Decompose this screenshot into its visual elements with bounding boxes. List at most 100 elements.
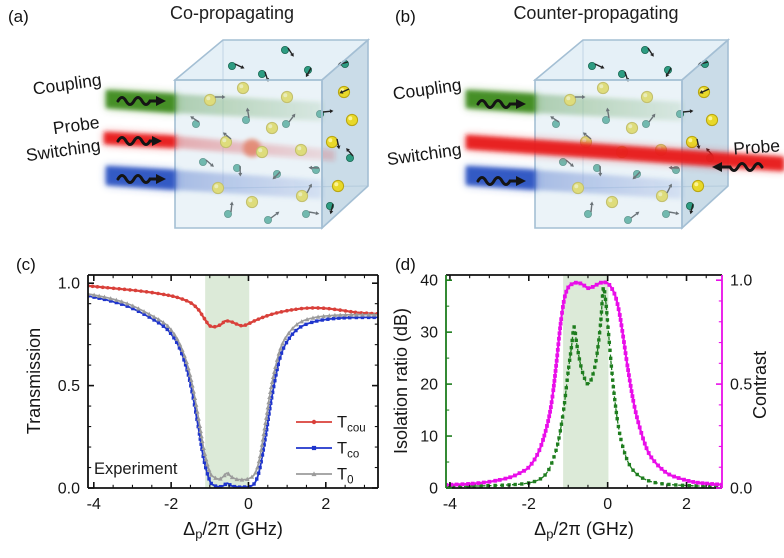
atom-teal xyxy=(602,116,611,125)
series-t_co xyxy=(88,294,378,488)
svg-text:-4: -4 xyxy=(87,496,101,513)
atom-yellow xyxy=(697,85,711,99)
panel-a-title: Co-propagating xyxy=(170,3,294,23)
panel-d-letter: (d) xyxy=(395,255,416,274)
atom-teal xyxy=(633,169,642,178)
atom-teal xyxy=(280,46,289,55)
svg-text:0.0: 0.0 xyxy=(58,481,80,498)
series-contrast xyxy=(446,280,722,487)
cube-right-face xyxy=(682,40,728,228)
shaded-band xyxy=(205,275,250,488)
panel-c-letter: (c) xyxy=(16,255,36,274)
wavy-arrow-icon xyxy=(720,162,764,172)
cube-top-face xyxy=(535,40,728,80)
legend-label: T0 xyxy=(337,466,354,487)
cube-top-face xyxy=(175,40,368,80)
probe-label: Probe xyxy=(733,135,781,158)
legend-label: Tcou xyxy=(337,414,366,435)
atom-teal xyxy=(198,157,207,166)
svg-text:-2: -2 xyxy=(164,496,178,513)
panel-c-plot: -4 -2 0 2 0.0 0.5 1.0 Δp/2π (GHz) Tcou Tco T0 xyxy=(58,274,379,542)
panel-b: (b) Counter-propagating Coupling Switchi… xyxy=(386,3,784,230)
atom-yellow xyxy=(337,85,351,99)
wavy-arrow-icon xyxy=(116,174,158,184)
svg-text:0.0: 0.0 xyxy=(730,481,752,498)
wavy-arrow-icon xyxy=(116,96,158,106)
svg-text:0.5: 0.5 xyxy=(58,378,80,395)
svg-text:0: 0 xyxy=(244,496,253,513)
arrowhead-icon xyxy=(156,174,166,184)
atom-teal xyxy=(584,209,593,218)
probe-label: Probe xyxy=(52,112,101,138)
atom-yellow xyxy=(705,113,719,127)
beam-arrows xyxy=(476,99,764,186)
panel-b-letter: (b) xyxy=(395,7,416,26)
wavy-arrow-icon xyxy=(116,136,154,146)
cube-front-face xyxy=(175,80,322,228)
atom-teal xyxy=(642,120,651,129)
coupling-label: Coupling xyxy=(392,74,463,103)
panel-b-art xyxy=(466,38,784,230)
switching-label: Switching xyxy=(25,135,102,165)
atom-teal xyxy=(618,70,627,79)
svg-text:2: 2 xyxy=(321,496,330,513)
atom-teal xyxy=(257,70,266,79)
panel-a-letter: (a) xyxy=(8,7,29,26)
svg-text:2: 2 xyxy=(682,496,691,513)
atom-teal xyxy=(263,215,272,224)
atom-yellow xyxy=(345,113,359,127)
atom-teal xyxy=(227,62,236,71)
panel-d-ylabel-left: Isolation ratio (dB) xyxy=(391,308,411,454)
series-t_0 xyxy=(88,291,378,482)
atom-teal xyxy=(281,120,290,129)
svg-text:0: 0 xyxy=(603,496,612,513)
panel-c-ylabel: Transmission xyxy=(24,328,44,434)
tick-labels: -4 -2 0 2 0.0 0.5 1.0 xyxy=(58,276,331,513)
atom-teal xyxy=(345,153,354,162)
wavy-arrow-icon xyxy=(476,99,518,109)
svg-text:10: 10 xyxy=(420,429,438,446)
arrowhead-icon xyxy=(516,176,526,186)
panel-b-title: Counter-propagating xyxy=(513,3,678,23)
wavy-arrow-icon xyxy=(476,176,518,186)
cube-right-face xyxy=(322,40,368,228)
svg-text:-2: -2 xyxy=(522,496,536,513)
arrowhead-icon xyxy=(152,136,162,146)
atom-teal xyxy=(662,209,671,218)
svg-text:0.5: 0.5 xyxy=(730,377,752,394)
svg-text:0: 0 xyxy=(429,481,438,498)
beam-arrows xyxy=(116,96,166,184)
panel-a-art xyxy=(104,38,371,230)
atom-yellow xyxy=(331,179,345,193)
atom-teal xyxy=(588,62,597,71)
coupling-label: Coupling xyxy=(32,69,103,98)
plot-frame xyxy=(445,274,723,489)
svg-text:40: 40 xyxy=(420,273,438,290)
svg-text:30: 30 xyxy=(420,325,438,342)
arrowhead-icon xyxy=(156,96,166,106)
atom-yellow xyxy=(691,179,705,193)
svg-text:-4: -4 xyxy=(443,496,457,513)
atom-yellow xyxy=(325,135,339,149)
panel-a: (a) Co-propagating Coupling Probe Switch… xyxy=(8,3,371,230)
x-axis-label: Δp/2π (GHz) xyxy=(534,519,634,542)
svg-text:1.0: 1.0 xyxy=(58,276,80,293)
legend: Tcou Tco T0 xyxy=(296,414,366,487)
atom-teal xyxy=(241,116,250,125)
panel-d-ylabel-right: Contrast xyxy=(750,351,770,419)
atom-teal xyxy=(301,209,310,218)
arrowhead-icon xyxy=(712,162,722,172)
atom-teal xyxy=(624,215,633,224)
plot-frame xyxy=(87,274,379,489)
series-t_cou xyxy=(88,284,378,329)
x-axis-label: Δp/2π (GHz) xyxy=(183,519,283,542)
atom-teal xyxy=(272,169,281,178)
atom-teal xyxy=(559,157,568,166)
atoms xyxy=(550,46,719,224)
atom-yellow xyxy=(685,135,699,149)
svg-text:1.0: 1.0 xyxy=(730,273,752,290)
